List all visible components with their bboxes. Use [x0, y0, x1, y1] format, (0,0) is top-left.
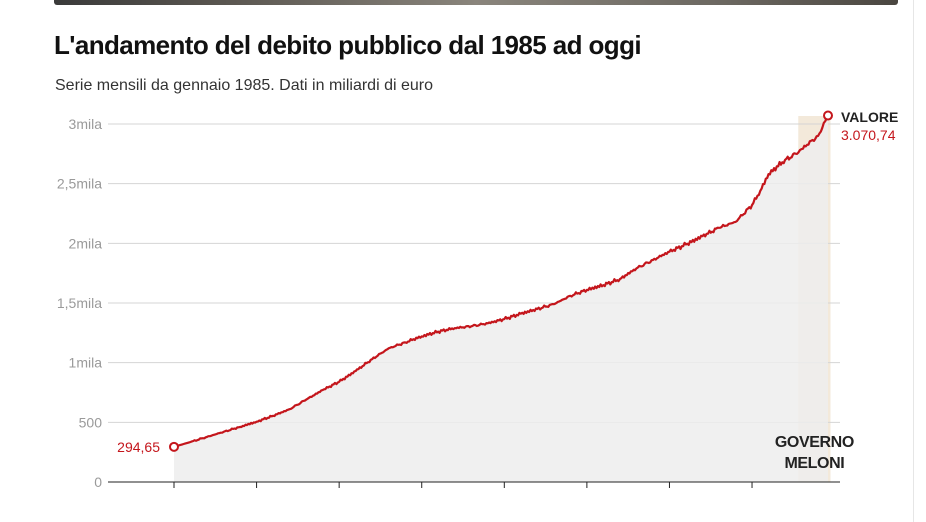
end-point-marker [823, 110, 833, 121]
y-tick-label-1500: 1,5mila [57, 295, 102, 311]
y-tick-labels: 0 500 1mila 1,5mila 2mila 2,5mila 3mila [57, 116, 102, 490]
series-layer [173, 115, 829, 448]
header-image-strip [54, 0, 898, 5]
start-point-marker [169, 441, 179, 452]
y-tick-label-2500: 2,5mila [57, 176, 102, 192]
y-tick-label-1000: 1mila [69, 355, 103, 371]
y-tick-label-500: 500 [79, 414, 103, 430]
y-tick-label-2000: 2mila [69, 235, 103, 251]
series-line-debito [173, 115, 829, 448]
page-edge-divider [913, 0, 914, 522]
annotations-layer: 294,65 VALORE 3.070,74 GOVERNO MELONI [117, 109, 898, 472]
end-label-title: VALORE [841, 109, 898, 125]
start-value-label: 294,65 [117, 439, 160, 455]
y-tick-label-0: 0 [94, 474, 102, 490]
x-axis [108, 481, 840, 488]
y-tick-label-3000: 3mila [69, 116, 103, 132]
page-title: L'andamento del debito pubblico dal 1985… [54, 30, 642, 60]
end-value-label: 3.070,74 [841, 127, 896, 143]
area-layer [174, 115, 828, 482]
highlight-label-line-0: GOVERNO [775, 434, 854, 451]
series-area-fill [174, 115, 828, 482]
page-subtitle: Serie mensili da gennaio 1985. Dati in m… [55, 77, 433, 94]
highlight-label-line-1: MELONI [784, 455, 844, 472]
